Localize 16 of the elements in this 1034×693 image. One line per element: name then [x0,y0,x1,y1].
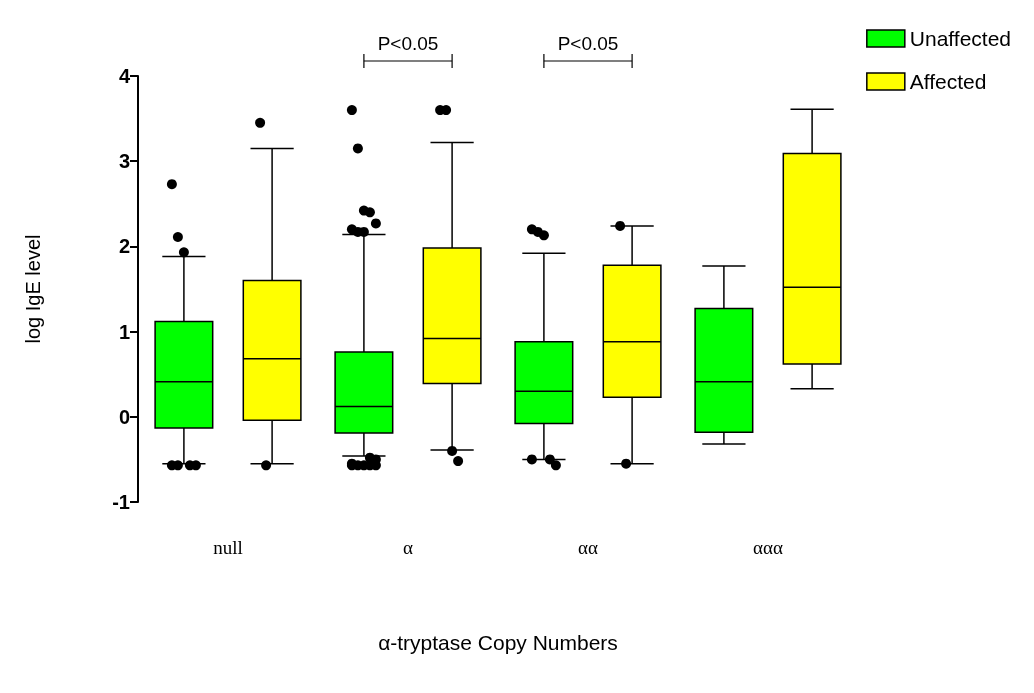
text: P<0.05 [557,33,619,54]
x-tick-label: α [403,537,414,558]
y-tick-label: 4 [118,65,131,87]
y-tick-label: -1 [112,491,130,513]
y-tick-label: 1 [118,320,130,343]
x-tick-label: ααα [753,537,783,558]
legend-label: Unaffected [909,27,1011,50]
y-tick-label: 2 [118,235,130,258]
y-tick-label: 0 [118,405,130,428]
x-axis-title: α-tryptase Copy Numbers [378,631,618,654]
y-tick-label: 3 [118,150,130,173]
text: P<0.05 [377,33,439,54]
legend-label: Affected [909,70,987,93]
x-tick-label: αα [578,537,598,558]
y-axis-title: log IgE level [22,234,44,344]
x-tick-label: null [213,537,243,558]
